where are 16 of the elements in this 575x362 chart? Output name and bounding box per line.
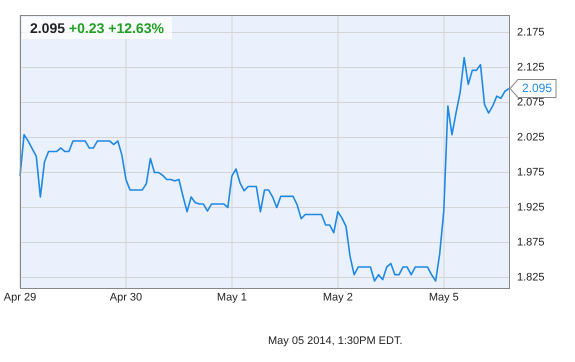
y-tick-label: 2.125 xyxy=(517,62,545,74)
text: 2.095 xyxy=(522,80,552,95)
x-tick-label: Apr 29 xyxy=(4,292,36,304)
x-tick-label: May 2 xyxy=(322,292,353,304)
y-tick-label: 1.825 xyxy=(517,272,545,284)
x-tick-label: Apr 30 xyxy=(110,292,142,304)
y-tick-label: 1.975 xyxy=(517,166,545,179)
x-tick-label: May 5 xyxy=(428,292,459,304)
y-tick-label: 1.925 xyxy=(517,202,545,214)
text: May 05 2014, 1:30PM EDT. xyxy=(268,335,403,347)
y-tick-label: 1.875 xyxy=(517,236,545,249)
x-tick-label: May 1 xyxy=(216,292,247,304)
y-tick-label: 2.075 xyxy=(517,96,545,109)
y-tick-label: 2.175 xyxy=(517,26,545,39)
chart-title: 2.095 +0.23 +12.63% xyxy=(30,20,164,36)
y-tick-label: 2.025 xyxy=(517,132,545,144)
